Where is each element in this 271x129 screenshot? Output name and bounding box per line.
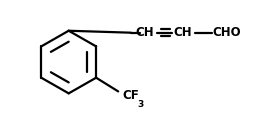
Text: CHO: CHO: [213, 26, 241, 39]
Text: CH: CH: [173, 26, 192, 39]
Text: CH: CH: [136, 26, 154, 39]
Text: CF: CF: [122, 89, 139, 102]
Text: 3: 3: [137, 100, 143, 109]
